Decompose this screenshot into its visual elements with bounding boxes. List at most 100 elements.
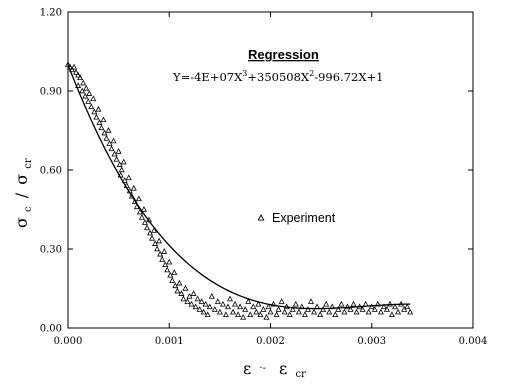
data-point <box>240 314 247 320</box>
data-point <box>286 311 293 318</box>
x-tick-labels: 0.000 0.001 0.002 0.003 0.004 <box>54 336 488 347</box>
data-point <box>182 285 189 291</box>
regression-curve <box>67 64 411 310</box>
data-point <box>161 248 168 254</box>
data-point <box>164 266 171 273</box>
data-point <box>174 287 181 294</box>
data-point <box>257 311 264 318</box>
data-point <box>281 308 288 315</box>
data-point <box>95 105 102 112</box>
data-point <box>273 311 280 318</box>
data-point <box>295 308 302 315</box>
data-point <box>73 69 80 75</box>
data-point <box>204 311 211 318</box>
data-point <box>151 227 158 233</box>
x-axis-sub: cr <box>295 369 306 380</box>
data-point <box>323 300 330 307</box>
data-point <box>395 308 402 315</box>
data-point <box>138 213 145 220</box>
data-point <box>85 98 92 104</box>
data-point <box>326 308 333 315</box>
data-point <box>263 314 270 320</box>
data-point <box>152 240 159 246</box>
axis-ticks <box>67 11 474 329</box>
data-point <box>368 303 375 310</box>
x-axis-main2: ε <box>279 359 287 378</box>
data-point <box>377 308 384 315</box>
data-point <box>365 308 372 315</box>
data-point <box>401 306 408 312</box>
data-point <box>206 303 213 310</box>
data-point <box>118 166 125 173</box>
regression-equation: Y=-4E+07X3+350508X2-996.72X+1 <box>172 69 383 84</box>
data-point <box>149 235 156 241</box>
y-tick-label: 0.60 <box>40 166 62 177</box>
data-point <box>77 74 84 81</box>
data-point <box>131 198 138 204</box>
data-point <box>289 306 296 312</box>
data-point <box>374 300 381 307</box>
y-axis-main: σ <box>12 217 31 228</box>
equation-term: +350508X <box>247 70 310 84</box>
data-point <box>275 306 282 312</box>
legend-label: Experiment <box>272 211 336 225</box>
data-point <box>125 174 132 181</box>
data-point <box>75 82 82 88</box>
data-point <box>270 300 277 307</box>
data-point <box>159 256 166 262</box>
data-point <box>101 129 108 136</box>
data-point <box>108 145 115 152</box>
data-point <box>167 271 174 278</box>
data-point <box>338 300 345 307</box>
y-axis-sep: / <box>12 192 31 198</box>
data-point <box>79 87 86 94</box>
data-point <box>301 311 308 318</box>
data-point <box>260 306 267 312</box>
data-point <box>265 303 272 310</box>
experiment-series <box>64 61 414 320</box>
data-point <box>176 279 183 286</box>
data-point <box>278 298 285 304</box>
data-point <box>86 90 93 96</box>
data-point <box>311 308 318 315</box>
data-point <box>247 311 254 318</box>
equation-term: Y=-4E+07X <box>172 70 243 84</box>
data-point <box>222 311 229 318</box>
data-point <box>162 261 169 268</box>
data-point <box>136 208 143 215</box>
data-point <box>69 66 76 73</box>
data-point <box>388 311 396 318</box>
data-point <box>80 79 87 86</box>
data-point <box>226 295 234 302</box>
data-point <box>105 127 112 133</box>
data-point <box>169 277 176 283</box>
x-axis-main: ε <box>243 359 251 378</box>
data-point <box>371 306 378 312</box>
data-point <box>128 192 135 199</box>
data-point <box>200 308 207 315</box>
data-point <box>171 269 178 275</box>
data-point <box>157 250 164 257</box>
data-point <box>88 103 95 110</box>
data-point <box>332 311 339 318</box>
data-point <box>216 308 223 315</box>
y-tick-label: 0.30 <box>40 245 62 256</box>
data-point <box>307 298 315 304</box>
annotation-heading: Regression <box>248 47 319 62</box>
y-tick-label: 1.20 <box>40 8 62 19</box>
data-point <box>188 300 195 307</box>
data-point <box>96 119 103 125</box>
y-axis-label: σ c / σ cr <box>12 158 35 228</box>
data-point <box>344 303 351 310</box>
data-point <box>317 311 324 318</box>
data-point <box>386 300 393 307</box>
data-point <box>211 306 218 312</box>
y-tick-labels: 0.00 0.30 0.60 0.90 1.20 <box>40 8 62 335</box>
data-point <box>143 224 150 231</box>
data-point <box>350 300 357 307</box>
data-point <box>194 295 201 302</box>
data-point <box>100 116 107 123</box>
data-point <box>237 303 244 310</box>
x-tick-label: 0.003 <box>357 336 386 347</box>
data-point <box>224 303 231 310</box>
